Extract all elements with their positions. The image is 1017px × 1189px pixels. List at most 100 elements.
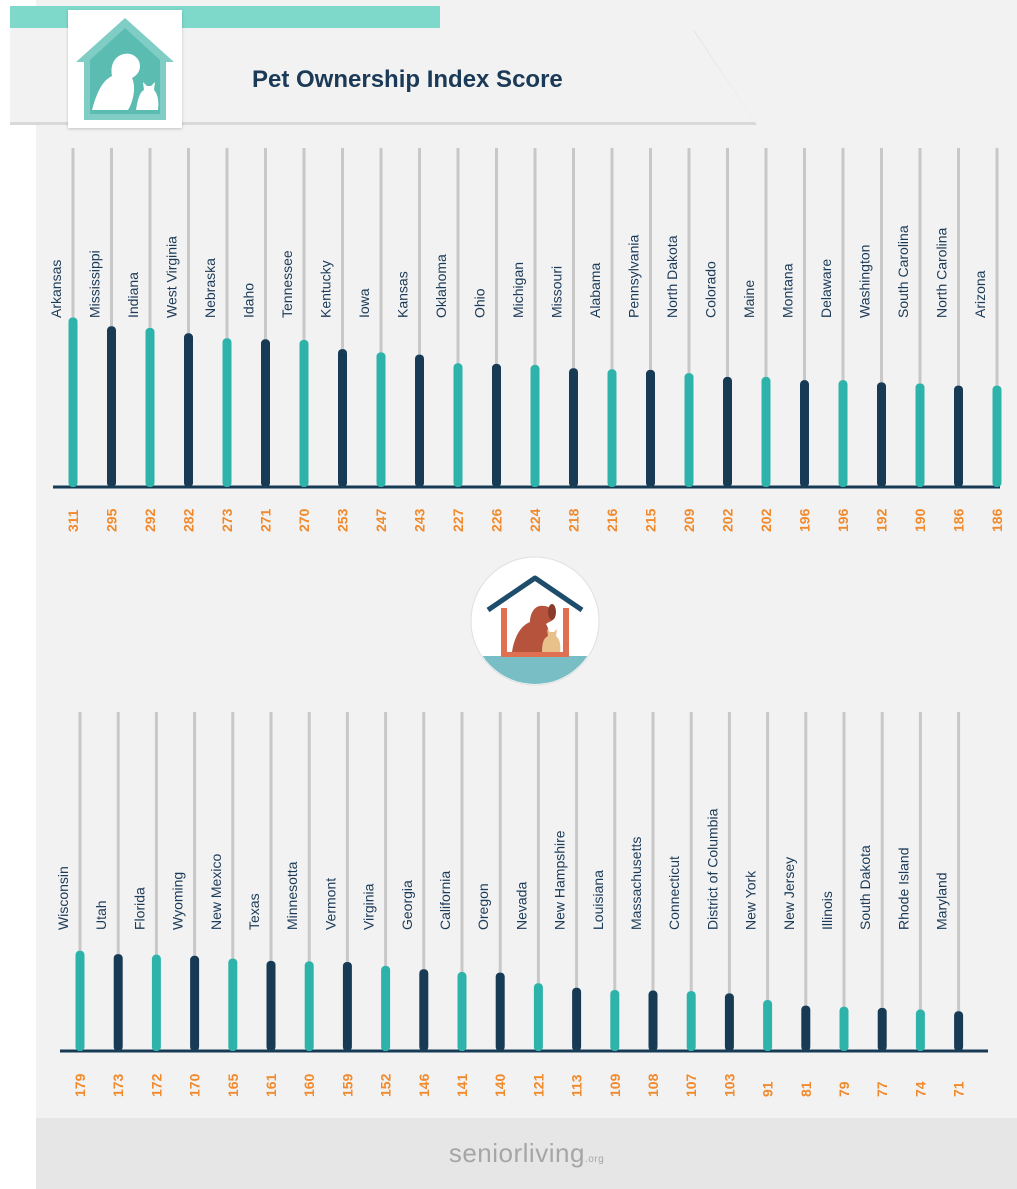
value-label: 109 (607, 1073, 623, 1097)
bar (761, 376, 771, 487)
category-label: New York (743, 870, 759, 930)
house-dog-cat-icon (68, 10, 182, 128)
category-label: West Virginia (164, 236, 180, 318)
category-label: Massachusetts (628, 837, 644, 930)
value-label: 273 (219, 508, 235, 532)
brand-suffix: .org (584, 1154, 605, 1165)
bar (68, 317, 78, 487)
value-label: 196 (797, 508, 813, 532)
category-label: Ohio (472, 288, 488, 318)
bar (954, 1011, 964, 1051)
value-label: 79 (836, 1081, 852, 1097)
value-label: 186 (951, 508, 967, 532)
value-label: 202 (720, 508, 736, 532)
category-label: Delaware (818, 259, 834, 318)
category-label: Nebraska (202, 258, 218, 318)
category-label: South Dakota (857, 845, 873, 930)
category-label: North Dakota (664, 235, 680, 318)
bar (915, 383, 925, 487)
value-label: 103 (721, 1073, 737, 1097)
bar (800, 380, 809, 487)
bar (724, 993, 734, 1051)
bar-chart-bottom: Wisconsin 179 Utah 173 Florida 172 Wyoming 170 N… (55, 712, 988, 1097)
category-label: Iowa (356, 288, 372, 318)
bar (419, 969, 429, 1051)
value-label: 227 (450, 508, 466, 532)
bar (453, 363, 463, 487)
bar (457, 972, 467, 1051)
bar (838, 380, 848, 487)
bar (648, 990, 658, 1051)
value-label: 186 (989, 508, 1005, 532)
bar (228, 958, 238, 1051)
bar-chart-top: Arkansas 311 Mississippi 295 Indiana 292 West … (48, 148, 1005, 532)
category-label: California (437, 871, 453, 930)
bar (877, 382, 886, 487)
value-label: 71 (951, 1081, 967, 1097)
category-label: New Jersey (781, 857, 797, 930)
footer: seniorliving.org (36, 1118, 1017, 1189)
value-label: 172 (148, 1073, 164, 1097)
brand-name: seniorliving (448, 1138, 585, 1168)
value-label: 224 (527, 508, 543, 532)
category-label: Illinois (819, 891, 835, 930)
value-label: 160 (301, 1073, 317, 1097)
value-label: 173 (110, 1073, 126, 1097)
bar (533, 983, 543, 1051)
category-label: Minnesotta (284, 861, 300, 930)
value-label: 146 (416, 1073, 432, 1097)
category-label: District of Columbia (704, 808, 720, 930)
doghouse-dog-cat-icon (470, 556, 600, 686)
value-label: 218 (566, 508, 582, 532)
bar (304, 961, 314, 1051)
category-label: Florida (131, 887, 147, 930)
value-label: 179 (72, 1073, 88, 1097)
bar (684, 373, 694, 487)
category-label: Montana (780, 263, 796, 318)
value-label: 196 (835, 508, 851, 532)
category-label: Oklahoma (433, 254, 449, 318)
value-label: 216 (604, 508, 620, 532)
bar (415, 354, 424, 487)
category-label: Kansas (395, 271, 411, 318)
value-label: 74 (912, 1081, 928, 1097)
bar (686, 991, 696, 1051)
category-label: Indiana (125, 272, 141, 318)
value-label: 108 (645, 1073, 661, 1097)
category-label: Georgia (399, 880, 415, 930)
bar (723, 376, 732, 487)
bar (381, 965, 391, 1051)
category-label: Vermont (322, 878, 338, 930)
category-label: Arizona (972, 270, 988, 318)
value-label: 282 (181, 508, 197, 532)
bar (492, 363, 501, 487)
category-label: Tennessee (279, 250, 295, 318)
category-label: Pennsylvania (626, 235, 642, 318)
bar (190, 955, 200, 1051)
value-label: 159 (339, 1073, 355, 1097)
value-label: 165 (225, 1073, 241, 1097)
value-label: 215 (643, 508, 659, 532)
bar (266, 960, 276, 1051)
category-label: Texas (246, 893, 262, 930)
bar (261, 339, 270, 487)
value-label: 243 (412, 508, 428, 532)
bar (75, 950, 85, 1051)
bar (607, 369, 617, 487)
value-label: 190 (912, 508, 928, 532)
bar (376, 352, 386, 487)
bar (342, 961, 352, 1051)
category-label: Colorado (703, 261, 719, 318)
bar (299, 339, 309, 487)
value-label: 202 (758, 508, 774, 532)
category-label: Oregon (475, 883, 491, 930)
bar (839, 1006, 849, 1051)
bar (646, 369, 655, 487)
category-label: Arkansas (48, 260, 64, 318)
bar (107, 326, 116, 487)
category-label: New Mexico (208, 854, 224, 930)
category-label: Mississippi (87, 250, 103, 318)
category-label: Nevada (513, 882, 529, 930)
category-label: Maine (741, 280, 757, 318)
value-label: 107 (683, 1073, 699, 1097)
